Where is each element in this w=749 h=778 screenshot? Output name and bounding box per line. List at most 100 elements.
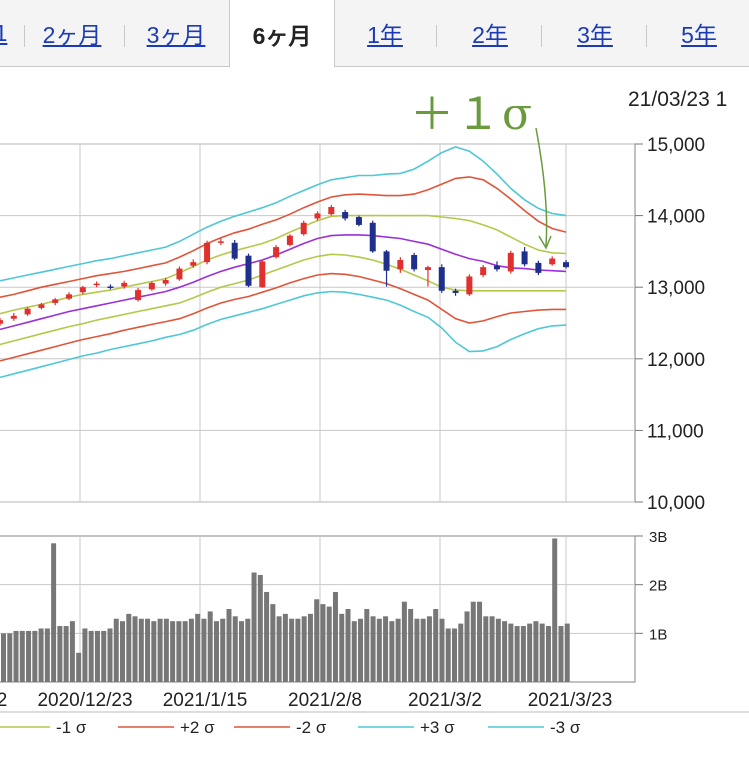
volume-bar (51, 543, 57, 682)
legend-label: +3 σ (420, 718, 455, 737)
volume-bar (433, 609, 439, 682)
price-panel-frame (0, 143, 636, 503)
volume-bar (439, 618, 445, 682)
candle-body (176, 268, 183, 280)
y-tick-label: 14,000 (647, 207, 705, 228)
volume-bar (157, 618, 163, 682)
volume-bar (76, 652, 82, 682)
band-line (0, 272, 566, 362)
candle-body (245, 255, 252, 286)
volume-bar (301, 616, 307, 682)
tab-2-years[interactable]: 2年 (472, 22, 508, 48)
volume-bar (408, 609, 414, 682)
tab-1[interactable]: 1 (0, 19, 8, 46)
volume-bar (295, 618, 301, 682)
volume-bar (389, 621, 395, 682)
volume-bar (195, 613, 201, 682)
candle-body (162, 280, 169, 284)
volume-bar (445, 628, 451, 682)
volume-bar (358, 618, 364, 682)
band-line (0, 146, 567, 282)
candle-body (383, 251, 390, 271)
volume-bar (514, 626, 520, 682)
tab-5-years[interactable]: 5年 (681, 22, 717, 48)
candle-body (314, 213, 321, 219)
candle-body (535, 262, 542, 273)
legend-label: -2 σ (296, 718, 327, 737)
candle-body (521, 251, 528, 265)
candle-body (507, 252, 514, 272)
candle-body (135, 290, 142, 301)
tab-separator (541, 25, 542, 47)
band-line (0, 234, 567, 331)
volume-bar (57, 626, 63, 682)
x-tick-label: 2021/1/15 (163, 690, 248, 711)
volume-bar (26, 630, 32, 682)
volume-bar (364, 609, 370, 682)
tab-3-months[interactable]: 3ヶ月 (146, 22, 206, 48)
volume-bar (414, 618, 420, 682)
volume-bar (395, 618, 401, 682)
candle-body (273, 247, 280, 258)
volume-bar (326, 606, 332, 682)
volume-bar (458, 623, 464, 682)
volume-bar (282, 613, 288, 682)
volume-bar (426, 616, 432, 682)
candlesticks (0, 204, 569, 326)
volume-bar (264, 591, 270, 682)
bollinger-bands (0, 146, 567, 379)
y-tick-label: 10,000 (647, 493, 705, 514)
volume-bar (138, 618, 144, 682)
x-tick-label: 2021/2/8 (288, 690, 362, 711)
volume-bar (7, 633, 13, 682)
candle-body (204, 242, 211, 263)
date-label: 21/03/23 1 (628, 88, 728, 111)
volume-bar (213, 621, 219, 682)
x-tick-label: 2021/3/2 (408, 690, 482, 711)
volume-bar (163, 618, 169, 682)
candle-body (369, 222, 376, 252)
candle-body (217, 241, 224, 243)
tab-3-years[interactable]: 3年 (577, 22, 613, 48)
volume-bar (552, 538, 558, 682)
chart-axes: 15,000 14,000 13,000 12,000 11,000 10,000 3B 2B… (0, 135, 749, 713)
candle-body (0, 320, 3, 324)
x-tick-label: 2 (0, 690, 7, 711)
tab-1-year[interactable]: 1年 (367, 22, 403, 48)
volume-bar (307, 613, 313, 682)
volume-bar (113, 618, 119, 682)
y-tick-label: 13,000 (647, 278, 705, 299)
band-line (0, 214, 567, 315)
volume-bar (314, 599, 320, 682)
candle-body (10, 315, 17, 319)
volume-bar (245, 618, 251, 682)
candle-body (328, 207, 335, 215)
tab-6-months[interactable]: 6ヶ月 (229, 0, 335, 67)
candle-body (355, 217, 362, 225)
candle-body (38, 304, 45, 308)
volume-bar (257, 574, 263, 682)
candle-body (24, 308, 31, 315)
volume-bar (63, 626, 69, 682)
volume-bar (239, 621, 245, 682)
tab-2-months[interactable]: 2ヶ月 (42, 22, 102, 48)
candle-body (466, 276, 473, 295)
volume-bar (351, 621, 357, 682)
candle-body (563, 262, 569, 268)
volume-bar (370, 616, 376, 682)
volume-bar (533, 621, 539, 682)
chart-legend: -1 σ +2 σ -2 σ +3 σ -3 σ (0, 718, 581, 737)
legend-label: +2 σ (180, 718, 215, 737)
volume-bar (451, 628, 457, 682)
volume-bar (420, 618, 426, 682)
candle-body (148, 282, 155, 290)
volume-bar (520, 626, 526, 682)
candle-body (342, 212, 349, 219)
volume-bar (276, 616, 282, 682)
tab-separator (436, 25, 437, 47)
volume-bar (401, 601, 407, 682)
tab-separator (124, 25, 125, 47)
volume-bar (489, 616, 495, 682)
volume-bar (226, 609, 232, 682)
volume-bar (32, 630, 38, 682)
